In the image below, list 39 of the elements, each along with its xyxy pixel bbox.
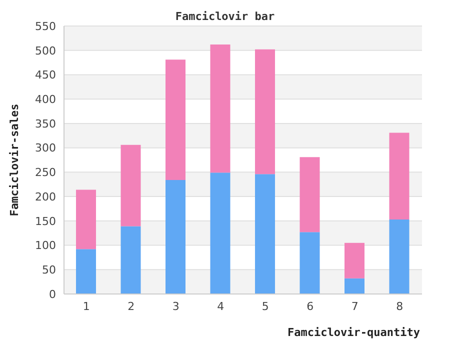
y-tick-label: 50 [42, 264, 56, 277]
x-tick-label: 7 [351, 300, 358, 313]
y-tick-label: 200 [35, 190, 56, 204]
bar [255, 49, 275, 174]
x-tick-label: 8 [396, 300, 404, 313]
bar [76, 190, 96, 250]
bar [255, 174, 275, 294]
bar [166, 60, 186, 180]
bar [389, 132, 410, 220]
bar [166, 180, 186, 294]
bar [210, 172, 230, 294]
bar [120, 226, 141, 294]
bar [120, 144, 141, 226]
y-tick-label: 300 [35, 142, 56, 155]
y-tick-label: 100 [35, 239, 56, 252]
chart-title: Famciclovir bar [175, 10, 275, 23]
y-axis-title: Famciclovir-sales [8, 104, 21, 216]
y-tick-label: 350 [35, 117, 56, 130]
y-tick-label: 500 [35, 44, 56, 58]
x-tick-label: 2 [128, 300, 135, 313]
bar [300, 157, 320, 232]
y-tick-label: 550 [35, 20, 56, 33]
y-tick-label: 450 [35, 68, 56, 82]
bar [76, 249, 96, 294]
bar [300, 232, 320, 294]
x-tick-label: 5 [262, 300, 269, 313]
x-tick-label: 3 [172, 300, 180, 313]
bar [210, 44, 230, 173]
x-axis-title: Famciclovir-quantity [288, 326, 420, 339]
y-tick-label: 150 [35, 214, 56, 228]
y-tick-label: 400 [35, 92, 56, 106]
y-tick-label: 250 [35, 166, 56, 180]
bar [344, 242, 364, 278]
x-tick-label: 1 [82, 300, 90, 313]
bar [344, 278, 364, 294]
bar [389, 219, 410, 294]
x-tick-label: 4 [217, 300, 224, 313]
y-tick-label: 0 [49, 288, 56, 301]
x-tick-label: 6 [306, 300, 314, 313]
